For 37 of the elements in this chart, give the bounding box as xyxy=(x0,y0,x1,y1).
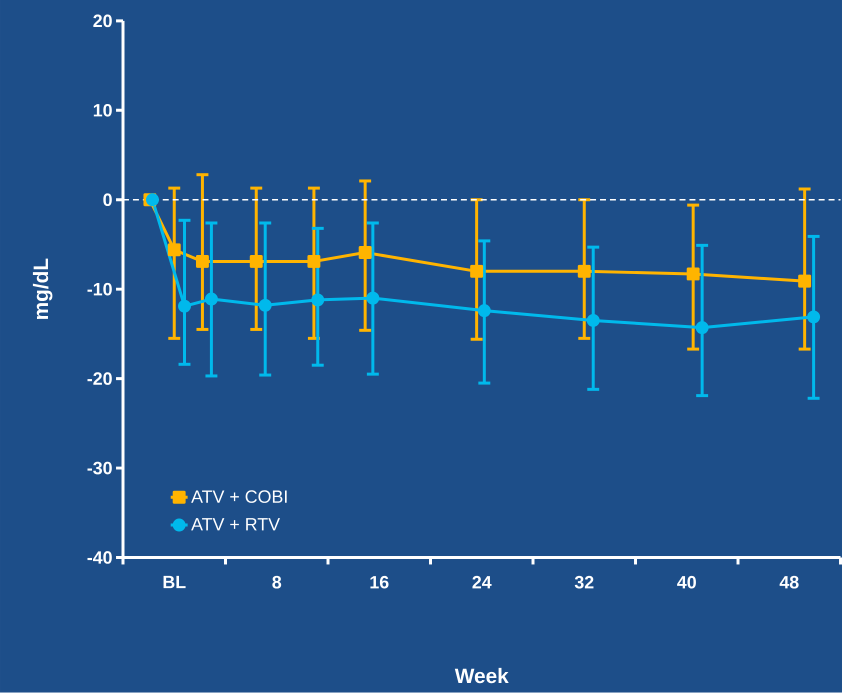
y-tick-label: 0 xyxy=(103,194,112,206)
legend-label: ATV + COBI xyxy=(191,490,287,504)
point xyxy=(178,300,191,313)
point xyxy=(686,268,700,281)
point xyxy=(204,292,218,306)
x-tick-label: 24 xyxy=(472,576,492,589)
point xyxy=(470,265,484,278)
y-tick-label: -10 xyxy=(87,283,112,296)
point xyxy=(586,314,600,328)
point xyxy=(307,255,320,268)
y-tick-label: 10 xyxy=(94,104,112,117)
point xyxy=(258,298,272,312)
point xyxy=(168,244,181,256)
point xyxy=(366,292,380,305)
point xyxy=(146,193,159,206)
point xyxy=(311,294,324,307)
point xyxy=(478,304,491,318)
legend-label: ATV + RTV xyxy=(191,518,280,531)
point xyxy=(807,310,820,324)
x-tick-label: BL xyxy=(164,576,186,588)
point xyxy=(696,321,709,334)
x-tick-label: 40 xyxy=(677,576,696,589)
x-tick-label: 48 xyxy=(780,576,799,589)
x-axis-title: Week xyxy=(454,668,509,684)
x-tick-label: 32 xyxy=(574,576,594,589)
point xyxy=(358,246,372,260)
y-axis-title: mg/dL xyxy=(32,258,52,320)
point xyxy=(578,265,591,278)
y-tick-label: 20 xyxy=(93,14,112,28)
y-tick-label: -20 xyxy=(87,372,112,386)
y-tick-label: -40 xyxy=(87,551,112,564)
x-tick-label: 16 xyxy=(370,576,389,589)
point xyxy=(196,255,209,268)
y-tick-label: -30 xyxy=(87,462,112,475)
point xyxy=(798,274,812,288)
x-tick-label: 8 xyxy=(272,576,282,589)
point xyxy=(250,255,263,268)
